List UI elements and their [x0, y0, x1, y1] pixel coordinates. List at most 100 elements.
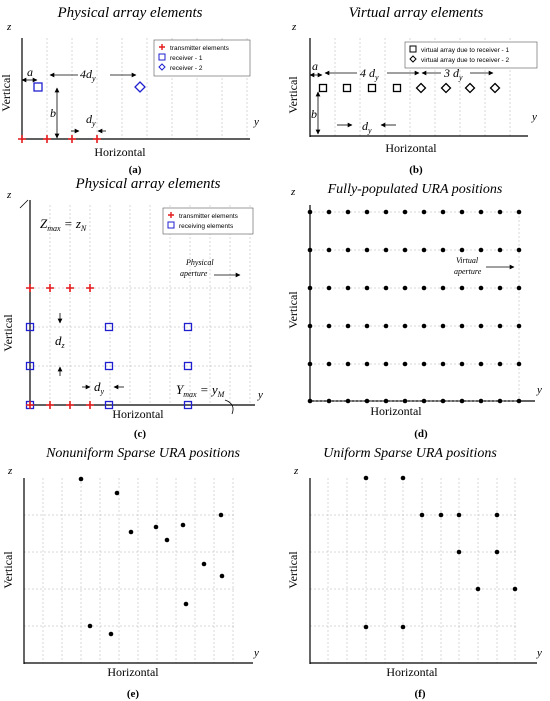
panel-c-dz-label: dz — [55, 333, 66, 350]
panel-c-legend-tx-marker — [168, 212, 174, 218]
panel-d-dot-62 — [345, 398, 351, 404]
panel-f-dot-10 — [363, 624, 369, 630]
panel-c-legend-tx: transmitter elements — [179, 213, 239, 220]
panel-f-dot-5 — [494, 512, 500, 518]
panel-c-zmax-pointer — [19, 199, 29, 209]
panel-d-dot-40 — [383, 323, 389, 329]
panel-b-title: Virtual array elements — [349, 5, 484, 21]
panel-c-caption: (c) — [134, 428, 147, 440]
panel-a: Physical array elements z y Horizontal V… — [0, 5, 259, 176]
panel-c-phys-2: aperture — [180, 269, 208, 278]
panel-b-virtual-2-1 — [440, 82, 452, 94]
panel-d-dot-54 — [421, 361, 427, 367]
panel-d-dot-66 — [421, 398, 427, 404]
panel-d-dot-17 — [402, 247, 408, 253]
panel-d-virt-2: aperture — [454, 267, 482, 276]
panel-c-grid — [30, 205, 252, 405]
panel-c-legend-rx-marker — [167, 221, 175, 229]
panel-e-dot-1 — [114, 490, 120, 496]
panel-d-dot-44 — [459, 323, 465, 329]
panel-b-virtual-1-2 — [367, 83, 377, 93]
panel-e-dot-0 — [78, 476, 84, 482]
panel-b-z-label: z — [291, 21, 297, 33]
panel-e-sparse-dots — [78, 476, 225, 637]
panel-b-legend-v2: virtual array due to receiver - 2 — [421, 57, 510, 64]
panel-f-dot-8 — [475, 586, 481, 592]
panel-d-dot-65 — [402, 398, 408, 404]
panel-f-dot-11 — [400, 624, 406, 630]
panel-a-tx-2 — [68, 135, 76, 143]
panel-d: Fully-populated URA positions z y Horizo… — [286, 182, 542, 440]
panel-c-rx-3 — [104, 322, 114, 332]
panel-a-title: Physical array elements — [57, 5, 203, 21]
panel-d-dot-50 — [345, 361, 351, 367]
panel-b-virtual-2-3 — [489, 82, 501, 94]
panel-a-receiver-1-marker — [33, 82, 43, 92]
panel-d-dot-18 — [421, 247, 427, 253]
panel-a-legend: transmitter elements receiver - 1 receiv… — [153, 39, 251, 77]
panel-d-dot-53 — [402, 361, 408, 367]
panel-d-dot-9 — [478, 209, 484, 215]
panel-b-xlabel: Horizontal — [385, 141, 437, 155]
panel-d-dot-56 — [459, 361, 465, 367]
panel-d-dot-55 — [440, 361, 446, 367]
panel-a-xlabel: Horizontal — [94, 145, 146, 159]
panel-f-dot-4 — [456, 512, 462, 518]
panel-b-dy-label: dy — [362, 119, 372, 135]
panel-b-virtual-1 — [318, 83, 402, 93]
panel-d-dot-35 — [516, 285, 522, 291]
panel-c-rx-7 — [183, 361, 193, 371]
panel-c-z-label: z — [6, 189, 12, 201]
panel-c-ymax-label: Ymax = yM — [176, 382, 226, 399]
panel-a-legend-box — [153, 39, 251, 77]
panel-c-rx-5 — [104, 400, 114, 410]
panel-c-tx-6 — [66, 401, 74, 409]
panel-d-dot-13 — [326, 247, 332, 253]
panel-b-virtual-2 — [415, 82, 501, 94]
panel-c-ymax-pointer — [224, 399, 234, 415]
panel-f-grid — [310, 478, 517, 663]
panel-e-y-label: y — [253, 647, 259, 659]
panel-b-3dy-label: 3 dy — [443, 66, 463, 82]
panel-c-rx-0 — [25, 322, 35, 332]
panel-d-dot-25 — [326, 285, 332, 291]
panel-f-dot-2 — [419, 512, 425, 518]
panel-d-dot-59 — [516, 361, 522, 367]
panel-b-legend-v1: virtual array due to receiver - 1 — [421, 47, 510, 54]
panel-d-dot-41 — [402, 323, 408, 329]
panel-c-tx-7 — [86, 401, 94, 409]
panel-d-dot-28 — [383, 285, 389, 291]
panel-b-virtual-1-0 — [318, 83, 328, 93]
panel-d-grid — [310, 211, 520, 402]
panel-b-legend: virtual array due to receiver - 1 virtua… — [404, 41, 538, 69]
panel-f-ylabel: Vertical — [286, 551, 300, 589]
panel-d-y-label: y — [536, 384, 542, 396]
panel-b-y-label: y — [531, 111, 537, 123]
panel-c-tx-2 — [66, 284, 74, 292]
panel-d-dot-30 — [421, 285, 427, 291]
panel-a-4dy-label: 4dy — [80, 67, 96, 83]
panel-d-dot-29 — [402, 285, 408, 291]
panel-c-tx-1 — [46, 284, 54, 292]
panel-d-dot-42 — [421, 323, 427, 329]
panel-d-dot-0 — [307, 209, 313, 215]
panel-d-dot-2 — [345, 209, 351, 215]
panel-d-dot-69 — [478, 398, 484, 404]
panel-a-b-label: b — [50, 106, 56, 120]
panel-d-dot-20 — [459, 247, 465, 253]
panel-b-virtual-1-3 — [392, 83, 402, 93]
panel-f: Uniform Sparse URA positions z y Horizon… — [286, 446, 542, 700]
panel-c-rx-8 — [183, 400, 193, 410]
panel-d-dot-4 — [383, 209, 389, 215]
panel-e-dot-10 — [87, 623, 93, 629]
panel-d-dot-19 — [440, 247, 446, 253]
panel-a-legend-tx: transmitter elements — [170, 45, 230, 52]
panel-d-dot-47 — [516, 323, 522, 329]
panel-f-sparse-dots — [363, 475, 518, 630]
panel-f-dot-7 — [494, 549, 500, 555]
panel-c-dy-label: dy — [94, 379, 105, 396]
panel-a-caption: (a) — [129, 164, 142, 176]
panel-b: Virtual array elements z y Horizontal Ve… — [286, 5, 538, 176]
panel-d-dot-31 — [440, 285, 446, 291]
panel-f-y-label: y — [536, 647, 542, 659]
